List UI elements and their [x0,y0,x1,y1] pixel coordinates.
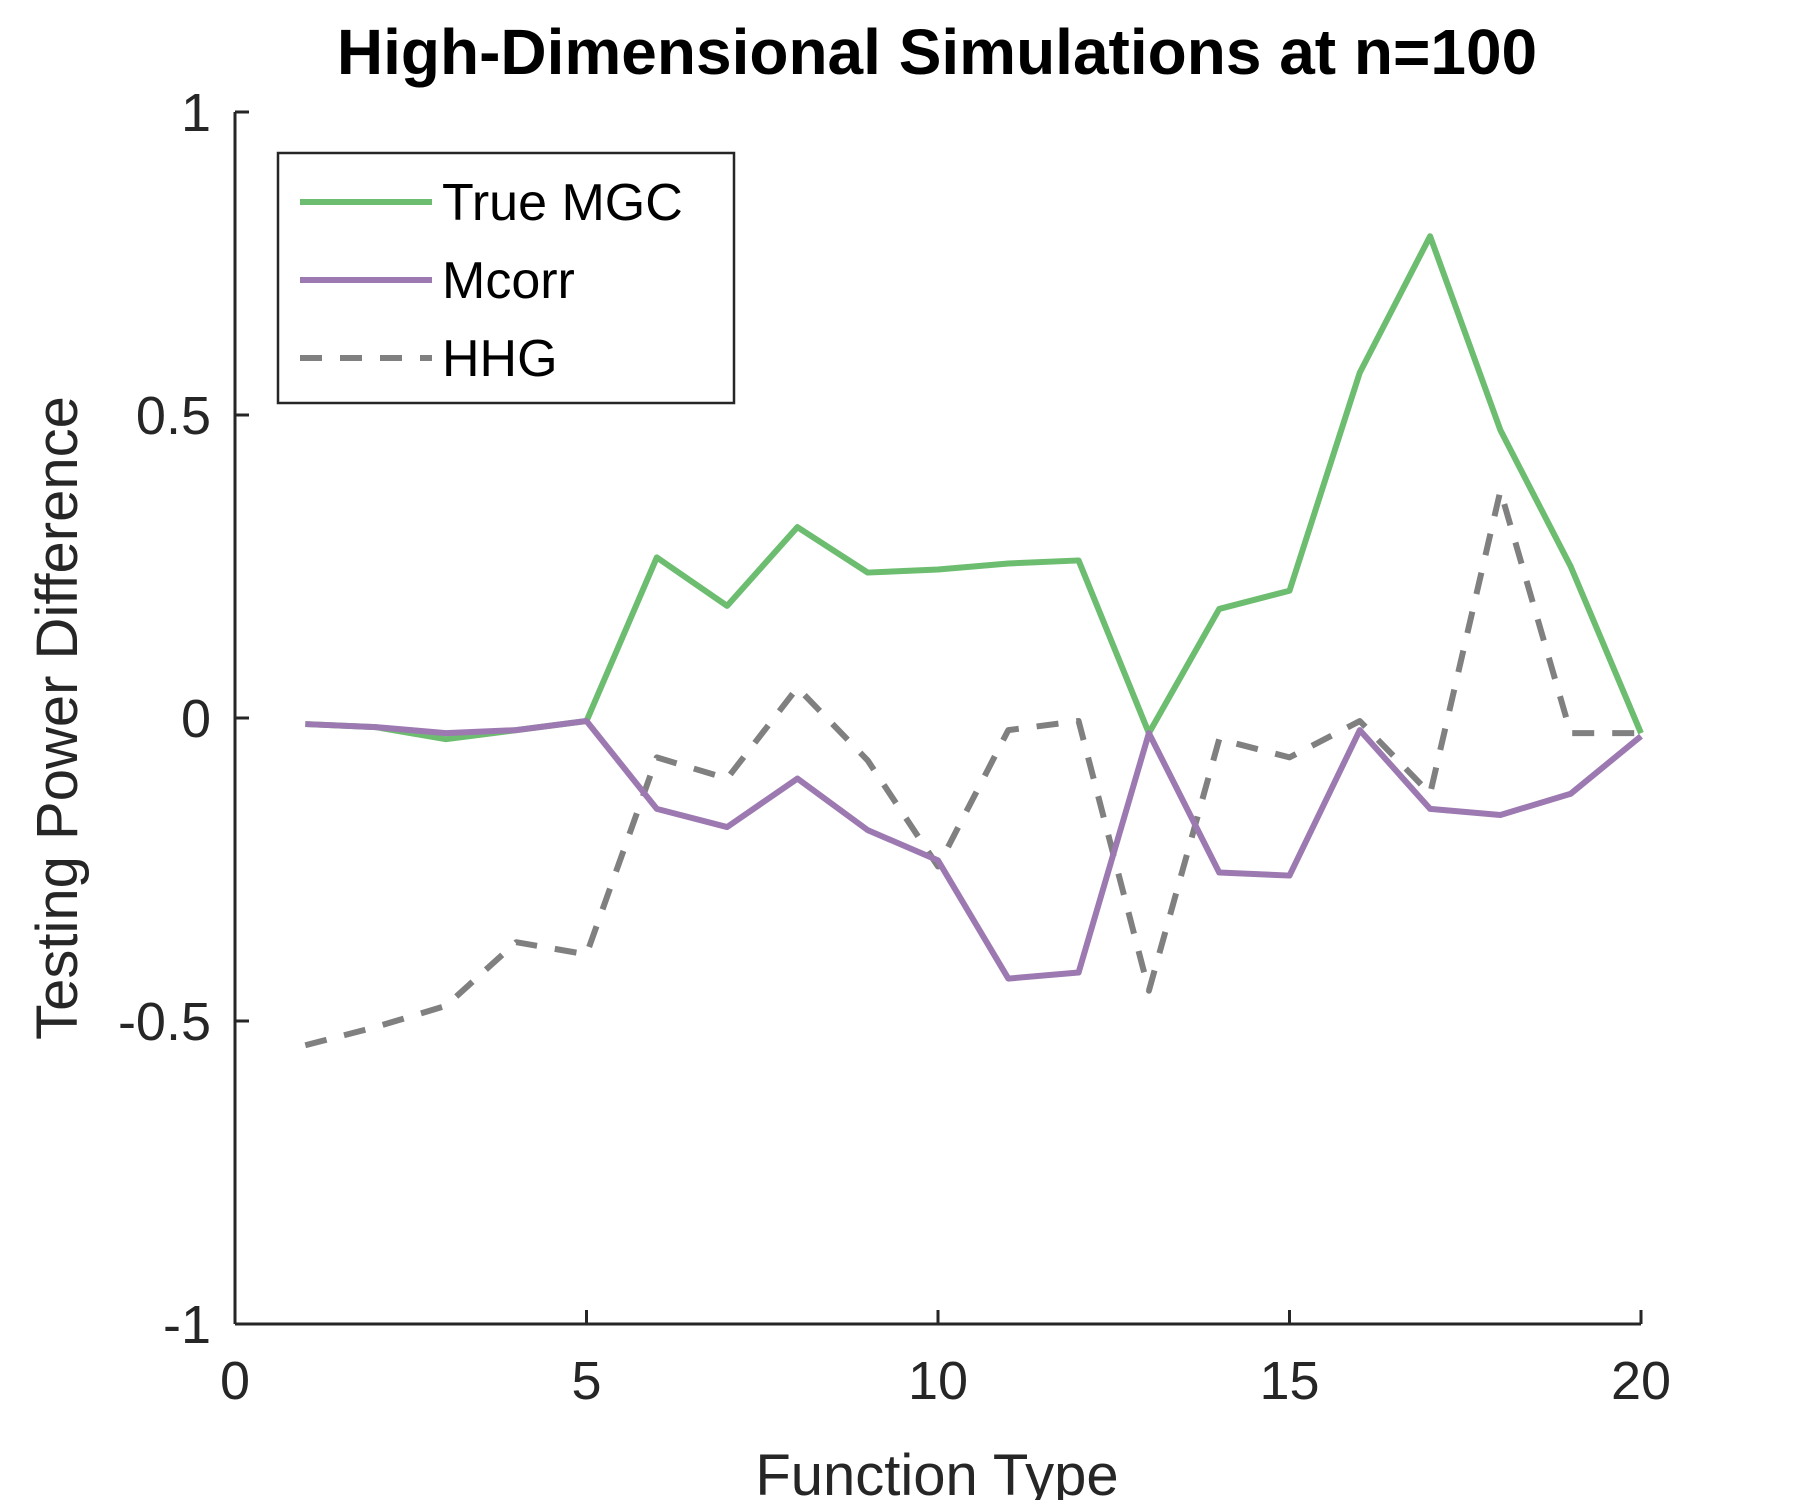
y-tick-label: 0 [181,689,211,749]
legend-label-hhg: HHG [442,330,558,388]
x-tick-label: 0 [220,1351,250,1411]
y-tick-label: -1 [163,1295,211,1355]
legend-label-true-mgc: True MGC [442,174,683,232]
legend-label-mcorr: Mcorr [442,252,575,310]
x-tick-label: 10 [908,1351,968,1411]
legend: True MGC Mcorr HHG [276,151,736,405]
chart-title: High-Dimensional Simulations at n=100 [337,16,1537,88]
y-tick-label: -0.5 [118,992,211,1052]
plot-area: 0 5 10 15 20 -1 -0.5 0 0.5 1 [118,83,1671,1411]
x-tick-label: 20 [1611,1351,1671,1411]
series-line-hhg [304,487,1641,1049]
x-tick-label: 15 [1259,1351,1319,1411]
y-tick-label: 0.5 [136,386,211,446]
y-axis-label: Testing Power Difference [25,396,90,1040]
x-tick-label: 5 [571,1351,601,1411]
y-tick-label: 1 [181,83,211,143]
x-axis-label: Function Type [755,1443,1118,1500]
series-line-mcorr [305,718,1643,982]
